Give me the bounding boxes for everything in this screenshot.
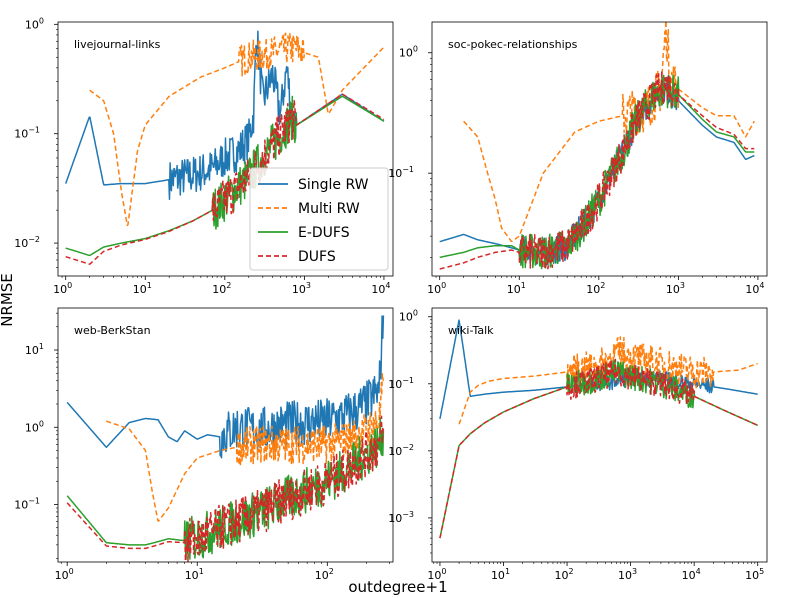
y-tick-label: 100: [25, 419, 44, 434]
x-tick-label: 104: [682, 567, 701, 582]
plot-frame: [431, 307, 768, 563]
x-tick-label: 101: [507, 281, 526, 296]
x-tick-label: 102: [315, 567, 334, 582]
series-line: [458, 336, 758, 425]
plot-frame: [57, 307, 394, 563]
series-line: [89, 32, 385, 227]
series-line: [66, 315, 385, 459]
y-tick-label: 10−1: [14, 496, 40, 511]
series-line: [65, 93, 385, 265]
y-tick-label: 10−3: [388, 510, 414, 525]
y-tick-label: 10−1: [388, 165, 414, 180]
minor-ticks: [430, 319, 756, 564]
series-line: [439, 358, 759, 539]
x-tick-label: 103: [666, 281, 685, 296]
panel-3: 100 101 102 103 104 10510−310−210−1100wiki-Ta…: [388, 307, 768, 582]
panels: 100 101 102 103 104 10−2 10−1 100 livejournal-li…: [14, 16, 768, 582]
y-tick-label: 10−2: [14, 235, 40, 250]
plot-frame: [431, 21, 768, 277]
x-tick-label: 102: [586, 281, 605, 296]
x-tick-label: 101: [133, 281, 152, 296]
panel-1: 100 101 102 103 104 10−1 100 soc-pokec-relation…: [388, 21, 768, 296]
y-tick-label: 10−2: [388, 443, 414, 458]
series-line: [66, 415, 385, 562]
legend-label: E-DUFS: [298, 225, 350, 241]
panel-title: wiki-Talk: [448, 324, 494, 337]
series-line: [463, 22, 755, 243]
x-tick-label: 102: [212, 281, 231, 296]
x-tick-label: 100: [427, 281, 446, 296]
plot-frame: [57, 21, 394, 277]
panel-title: livejournal-links: [74, 38, 161, 51]
x-tick-label: 104: [745, 281, 764, 296]
panel-2: 100 101 102 10−1 100 101 web-BerkStan: [14, 307, 394, 582]
minor-ticks: [430, 57, 755, 278]
x-tick-label: 103: [618, 567, 637, 582]
series-line: [439, 69, 755, 270]
y-tick-label: 100: [399, 309, 418, 324]
y-axis-label: NRMSE: [0, 273, 16, 327]
y-tick-label: 101: [25, 342, 44, 357]
x-tick-label: 101: [185, 567, 204, 582]
x-tick-label: 102: [555, 567, 574, 582]
x-tick-label: 100: [55, 567, 74, 582]
series-line: [106, 372, 385, 522]
x-tick-label: 100: [53, 281, 72, 296]
y-tick-label: 100: [399, 45, 418, 60]
series-line: [65, 95, 385, 257]
x-tick-label: 104: [371, 281, 390, 296]
series-line: [439, 319, 758, 420]
x-tick-label: 103: [292, 281, 311, 296]
legend-box: [249, 167, 389, 271]
y-tick-label: 10−1: [388, 376, 414, 391]
y-tick-label: 100: [25, 16, 44, 31]
legend: Single RW Multi RW E-DUFS DUFS: [249, 167, 389, 271]
y-tick-label: 10−1: [14, 126, 40, 141]
panel-title: web-BerkStan: [74, 324, 151, 337]
legend-label: DUFS: [298, 249, 336, 265]
x-tick-label: 101: [491, 567, 510, 582]
legend-label: Single RW: [298, 177, 369, 193]
legend-label: Multi RW: [298, 201, 360, 217]
panel-title: soc-pokec-relationships: [448, 38, 578, 51]
x-axis-label: outdegree+1: [348, 578, 447, 596]
x-tick-label: 105: [745, 567, 764, 582]
